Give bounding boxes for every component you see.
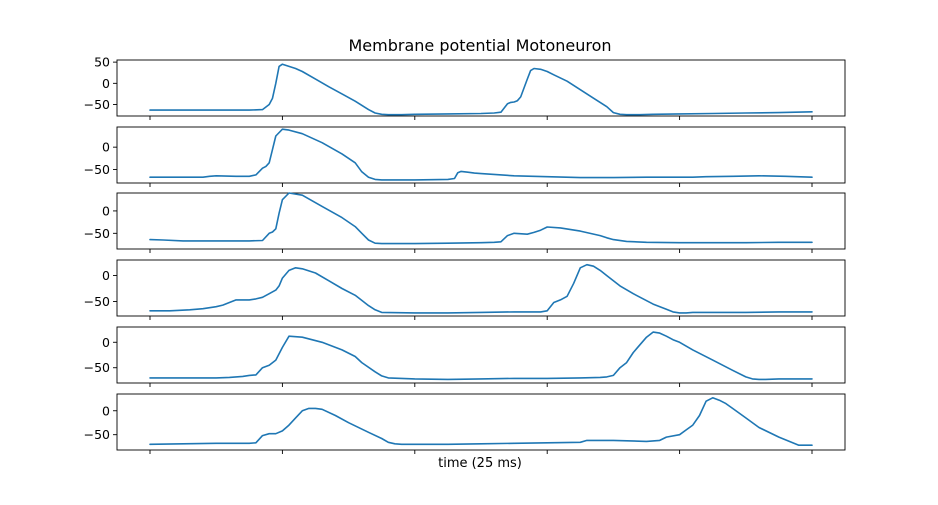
y-tick-label: 0: [102, 140, 110, 155]
y-tick-label: −50: [84, 427, 110, 442]
y-tick-label: 0: [102, 335, 110, 350]
x-axis-label: time (25 ms): [438, 456, 522, 471]
y-tick-label: 0: [102, 403, 110, 418]
membrane-potential-line: [149, 263, 813, 314]
y-tick-label: 50: [94, 55, 110, 70]
y-tick-label: −50: [84, 294, 110, 309]
axes-frame: [116, 59, 846, 117]
y-tick-label: 0: [102, 268, 110, 283]
axes-frame: [116, 326, 846, 384]
subplot-3: 0 −50: [84, 192, 846, 253]
membrane-potential-line: [149, 128, 813, 181]
subplot-5: 0 −50: [84, 326, 846, 387]
subplot-2: 0−50: [84, 126, 846, 187]
membrane-potential-line: [149, 63, 813, 116]
membrane-potential-line: [149, 192, 813, 245]
membrane-potential-line: [149, 397, 813, 446]
subplot-6: 0 −50: [84, 393, 846, 454]
chart-title: Membrane potential Motoneuron: [348, 36, 611, 55]
axes-frame: [116, 259, 846, 317]
axes-frame: [116, 393, 846, 451]
y-tick-label: −50: [84, 226, 110, 241]
y-tick-label: 0: [102, 76, 110, 91]
axes-frame: [116, 126, 846, 184]
y-tick-label: −50: [84, 360, 110, 375]
axes-frame: [116, 192, 846, 250]
subplot-4: 0 −50: [84, 259, 846, 320]
membrane-potential-line: [149, 331, 813, 381]
y-tick-label: 0: [102, 203, 110, 218]
y-tick-label: −50: [84, 97, 110, 112]
y-tick-label: −50: [84, 162, 110, 177]
subplot-1: 50 0 −50: [84, 55, 846, 120]
subplot-panels: 500−500−500−500−500−500−50: [84, 55, 846, 454]
